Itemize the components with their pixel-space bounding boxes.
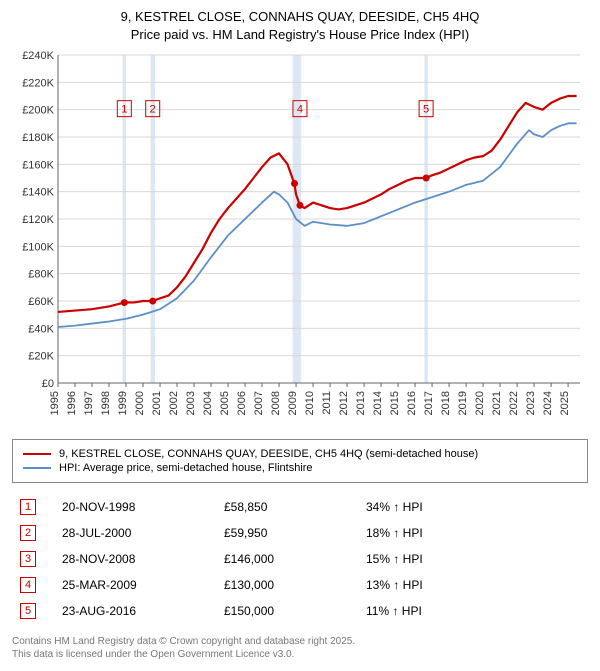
- sale-date: 28-NOV-2008: [56, 547, 216, 571]
- svg-text:£220K: £220K: [22, 77, 54, 89]
- sale-delta: 13% ↑ HPI: [360, 573, 586, 597]
- svg-text:2006: 2006: [236, 391, 248, 415]
- title-line-1: 9, KESTREL CLOSE, CONNAHS QUAY, DEESIDE,…: [12, 8, 588, 26]
- svg-text:£240K: £240K: [22, 50, 54, 62]
- svg-text:2011: 2011: [321, 391, 333, 415]
- svg-text:1: 1: [121, 104, 127, 116]
- svg-text:2025: 2025: [559, 391, 571, 415]
- svg-text:2010: 2010: [304, 391, 316, 415]
- table-row: 3 28-NOV-2008£146,00015% ↑ HPI: [14, 547, 586, 571]
- svg-text:£0: £0: [42, 378, 54, 390]
- svg-text:2: 2: [150, 104, 156, 116]
- sales-table: 1 20-NOV-1998£58,85034% ↑ HPI 2 28-JUL-2000…: [12, 493, 588, 625]
- footnote-line-2: This data is licensed under the Open Gov…: [12, 648, 588, 661]
- svg-text:2003: 2003: [185, 391, 197, 415]
- svg-text:£140K: £140K: [22, 187, 54, 199]
- svg-text:£60K: £60K: [28, 296, 54, 308]
- svg-text:£40K: £40K: [28, 323, 54, 335]
- sale-index: 3: [20, 551, 36, 567]
- svg-text:2023: 2023: [525, 391, 537, 415]
- svg-text:2001: 2001: [151, 391, 163, 415]
- legend-label: 9, KESTREL CLOSE, CONNAHS QUAY, DEESIDE,…: [59, 448, 478, 460]
- legend-swatch: [23, 453, 51, 455]
- sale-delta: 11% ↑ HPI: [360, 599, 586, 623]
- table-row: 2 28-JUL-2000£59,95018% ↑ HPI: [14, 521, 586, 545]
- svg-text:£100K: £100K: [22, 241, 54, 253]
- sale-price: £130,000: [218, 573, 358, 597]
- svg-text:2005: 2005: [219, 391, 231, 415]
- sale-price: £150,000: [218, 599, 358, 623]
- svg-text:1997: 1997: [83, 391, 95, 415]
- sale-delta: 34% ↑ HPI: [360, 495, 586, 519]
- svg-text:4: 4: [297, 104, 303, 116]
- svg-text:£160K: £160K: [22, 159, 54, 171]
- svg-text:1996: 1996: [66, 391, 78, 415]
- svg-text:1998: 1998: [100, 391, 112, 415]
- svg-text:2015: 2015: [389, 391, 401, 415]
- legend-item: 9, KESTREL CLOSE, CONNAHS QUAY, DEESIDE,…: [23, 448, 577, 460]
- table-row: 1 20-NOV-1998£58,85034% ↑ HPI: [14, 495, 586, 519]
- svg-text:£180K: £180K: [22, 132, 54, 144]
- svg-text:£120K: £120K: [22, 214, 54, 226]
- svg-text:2020: 2020: [474, 391, 486, 415]
- price-chart: £0 £20K £40K £60K £80K £100K £120K £140K £160K £1…: [12, 49, 588, 429]
- sale-date: 20-NOV-1998: [56, 495, 216, 519]
- svg-text:2017: 2017: [423, 391, 435, 415]
- sale-index: 2: [20, 525, 36, 541]
- svg-text:2016: 2016: [406, 391, 418, 415]
- svg-text:2007: 2007: [253, 391, 265, 415]
- svg-text:2019: 2019: [457, 391, 469, 415]
- sale-delta: 18% ↑ HPI: [360, 521, 586, 545]
- sale-price: £58,850: [218, 495, 358, 519]
- svg-text:2008: 2008: [270, 391, 282, 415]
- svg-text:2021: 2021: [491, 391, 503, 415]
- svg-text:£20K: £20K: [28, 351, 54, 363]
- sale-date: 23-AUG-2016: [56, 599, 216, 623]
- chart-title: 9, KESTREL CLOSE, CONNAHS QUAY, DEESIDE,…: [12, 8, 588, 43]
- svg-text:2024: 2024: [542, 391, 554, 415]
- sale-index: 4: [20, 577, 36, 593]
- legend-item: HPI: Average price, semi-detached house,…: [23, 462, 577, 474]
- svg-text:5: 5: [423, 104, 429, 116]
- table-row: 5 23-AUG-2016£150,00011% ↑ HPI: [14, 599, 586, 623]
- svg-text:2022: 2022: [508, 391, 520, 415]
- sale-price: £59,950: [218, 521, 358, 545]
- sale-delta: 15% ↑ HPI: [360, 547, 586, 571]
- footnote-line-1: Contains HM Land Registry data © Crown c…: [12, 635, 588, 648]
- sale-date: 28-JUL-2000: [56, 521, 216, 545]
- svg-text:2009: 2009: [287, 391, 299, 415]
- legend-swatch: [23, 467, 51, 469]
- title-line-2: Price paid vs. HM Land Registry's House …: [12, 26, 588, 44]
- svg-text:2018: 2018: [440, 391, 452, 415]
- svg-text:2013: 2013: [355, 391, 367, 415]
- svg-text:£200K: £200K: [22, 105, 54, 117]
- sale-price: £146,000: [218, 547, 358, 571]
- table-row: 4 25-MAR-2009£130,00013% ↑ HPI: [14, 573, 586, 597]
- svg-text:2012: 2012: [338, 391, 350, 415]
- chart-svg: £0 £20K £40K £60K £80K £100K £120K £140K £160K £1…: [12, 49, 588, 429]
- sale-date: 25-MAR-2009: [56, 573, 216, 597]
- legend-label: HPI: Average price, semi-detached house,…: [59, 462, 313, 474]
- svg-text:2002: 2002: [168, 391, 180, 415]
- svg-text:1999: 1999: [117, 391, 129, 415]
- sale-index: 1: [20, 499, 36, 515]
- footnote: Contains HM Land Registry data © Crown c…: [12, 635, 588, 661]
- svg-text:£80K: £80K: [28, 269, 54, 281]
- svg-text:2000: 2000: [134, 391, 146, 415]
- svg-text:2004: 2004: [202, 391, 214, 415]
- sale-index: 5: [20, 603, 36, 619]
- svg-text:1995: 1995: [49, 391, 61, 415]
- legend: 9, KESTREL CLOSE, CONNAHS QUAY, DEESIDE,…: [12, 439, 588, 483]
- svg-text:2014: 2014: [372, 391, 384, 415]
